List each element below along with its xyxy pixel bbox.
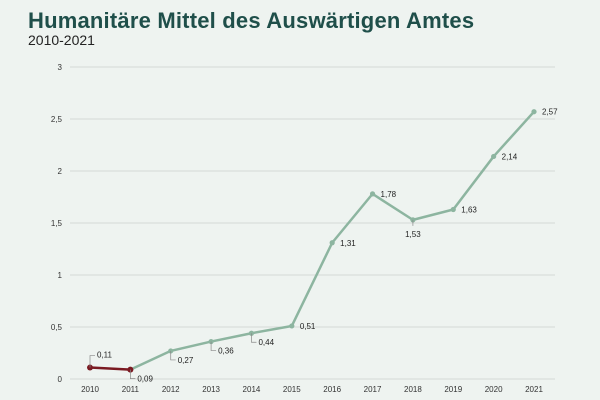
x-tick-label: 2013 [202, 385, 220, 394]
data-label: 1,53 [405, 230, 421, 239]
x-tick-label: 2015 [283, 385, 301, 394]
x-tick-label: 2016 [323, 385, 341, 394]
chart-title: Humanitäre Mittel des Auswärtigen Amtes [28, 8, 475, 33]
x-tick-label: 2019 [444, 385, 462, 394]
label-leader [130, 369, 136, 379]
data-label: 1,31 [340, 239, 356, 248]
y-tick-label: 3 [58, 63, 63, 72]
data-label: 2,57 [542, 108, 558, 117]
y-tick-label: 1,5 [51, 219, 63, 228]
data-label: 0,36 [218, 347, 234, 356]
data-label: 0,51 [300, 322, 316, 331]
x-tick-label: 2017 [364, 385, 382, 394]
data-label: 0,27 [178, 356, 194, 365]
data-label: 1,78 [381, 190, 397, 199]
label-leader [89, 355, 95, 368]
x-tick-label: 2020 [485, 385, 503, 394]
data-point [329, 240, 335, 246]
x-tick-label: 2014 [243, 385, 261, 394]
y-tick-label: 0,5 [51, 323, 63, 332]
y-tick-label: 1 [58, 271, 63, 280]
data-point [491, 153, 497, 160]
x-tick-label: 2011 [122, 385, 140, 394]
data-point [289, 323, 295, 329]
label-leader [210, 341, 217, 351]
label-leader [170, 350, 176, 361]
chart-subtitle: 2010-2021 [28, 32, 95, 48]
x-tick-label: 2021 [525, 385, 543, 394]
data-point [531, 109, 537, 115]
y-tick-label: 2 [58, 167, 63, 176]
data-label: 0,44 [258, 338, 274, 347]
data-label: 0,11 [97, 351, 113, 360]
data-point [450, 206, 456, 213]
data-label: 2,14 [502, 152, 518, 161]
label-leader [251, 333, 257, 343]
x-tick-label: 2012 [162, 385, 180, 394]
y-tick-label: 2,5 [51, 115, 63, 124]
data-label: 0,09 [137, 375, 153, 384]
data-point [369, 191, 376, 197]
x-tick-label: 2010 [81, 385, 99, 394]
x-tick-label: 2018 [404, 385, 422, 394]
data-label: 1,63 [461, 205, 477, 214]
y-tick-label: 0 [58, 375, 63, 384]
highlight-segment [89, 366, 131, 371]
